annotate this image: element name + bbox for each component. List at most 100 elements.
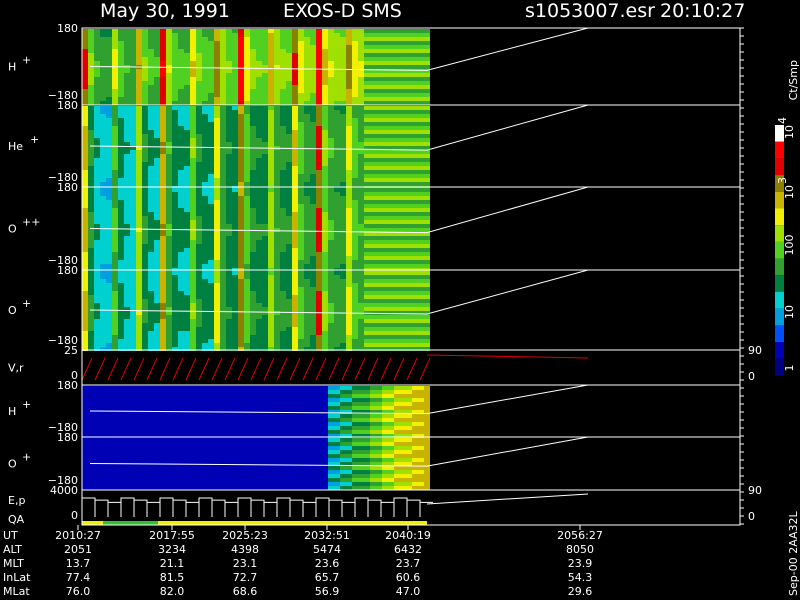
spectrogram-cell [118, 335, 124, 339]
spectrogram-cell [244, 216, 250, 220]
spectrogram-cell [190, 386, 196, 390]
spectrogram-cell [334, 204, 340, 208]
spectrogram-cell [232, 240, 238, 244]
spectrogram-cell [280, 303, 286, 307]
spectrogram-cell [172, 264, 178, 268]
spectrogram-cell [184, 264, 190, 268]
spectrogram-cell [82, 130, 88, 134]
spectrogram-cell [304, 53, 310, 57]
spectrogram-cell [184, 89, 190, 93]
spectrogram-cell [178, 142, 184, 146]
spectrogram-cell [208, 122, 214, 126]
spectrogram-cell [382, 204, 388, 208]
spectrogram-cell [310, 295, 316, 299]
spectrogram-cell [328, 264, 334, 268]
spectrogram-cell [184, 398, 190, 402]
spectrogram-cell [160, 339, 166, 343]
spectrogram-cell [394, 339, 400, 343]
spectrogram-cell [112, 434, 118, 438]
spectrogram-cell [82, 65, 88, 69]
spectrogram-cell [220, 212, 226, 216]
spectrogram-cell [322, 295, 328, 299]
spectrogram-cell [166, 192, 172, 196]
spectrogram-cell [406, 232, 412, 236]
spectrogram-cell [268, 196, 274, 200]
spectrogram-cell [238, 248, 244, 252]
spectrogram-cell [400, 49, 406, 53]
spectrogram-cell [322, 122, 328, 126]
spectrogram-cell [172, 303, 178, 307]
spectrogram-cell [184, 130, 190, 134]
spectrogram-cell [136, 271, 142, 275]
spectrogram-cell [178, 414, 184, 418]
spectrogram-cell [124, 33, 130, 37]
spectrogram-cell [304, 114, 310, 118]
spectrogram-cell [100, 275, 106, 279]
spectrogram-cell [358, 295, 364, 299]
spectrogram-cell [262, 162, 268, 166]
spectrogram-cell [340, 166, 346, 170]
spectrogram-cell [112, 394, 118, 398]
spectrogram-cell [352, 264, 358, 268]
spectrogram-cell [220, 295, 226, 299]
spectrogram-cell [136, 200, 142, 204]
spectrogram-cell [334, 244, 340, 248]
spectrogram-cell [268, 279, 274, 283]
spectrogram-cell [208, 291, 214, 295]
spectrogram-cell [196, 142, 202, 146]
spectrogram-cell [406, 307, 412, 311]
spectrogram-cell [172, 347, 178, 351]
spectrogram-cell [124, 41, 130, 45]
spectrogram-cell [328, 45, 334, 49]
spectrogram-cell [100, 89, 106, 93]
spectrogram-cell [358, 142, 364, 146]
spectrogram-cell [184, 422, 190, 426]
spectrogram-cell [244, 170, 250, 174]
spectrogram-cell [370, 212, 376, 216]
spectrogram-cell [148, 77, 154, 81]
spectrogram-cell [256, 200, 262, 204]
spectrogram-cell [172, 236, 178, 240]
spectrogram-cell [412, 150, 418, 154]
spectrogram-cell [346, 89, 352, 93]
spectrogram-cell [160, 188, 166, 192]
spectrogram-cell [94, 240, 100, 244]
spectrogram-cell [214, 29, 220, 33]
spectrogram-cell [268, 150, 274, 154]
spectrogram-cell [298, 130, 304, 134]
spectrogram-cell [412, 335, 418, 339]
spectrogram-cell [310, 106, 316, 110]
spectrogram-cell [154, 339, 160, 343]
spectrogram-cell [208, 347, 214, 351]
spectrogram-cell [202, 101, 208, 105]
spectrogram-cell [118, 236, 124, 240]
spectrogram-cell [316, 200, 322, 204]
spectrogram-cell [274, 89, 280, 93]
spectrogram-cell [184, 166, 190, 170]
spectrogram-cell [370, 299, 376, 303]
spectrogram-cell [322, 81, 328, 85]
spectrogram-cell [400, 33, 406, 37]
spectrogram-cell [220, 240, 226, 244]
spectrogram-cell [166, 386, 172, 390]
spectrogram-cell [148, 196, 154, 200]
spectrogram-cell [304, 166, 310, 170]
spectrogram-cell [142, 315, 148, 319]
spectrogram-cell [328, 220, 334, 224]
spectrogram-cell [328, 69, 334, 73]
spectrogram-cell [382, 150, 388, 154]
spectrogram-cell [418, 97, 424, 101]
spectrogram-cell [376, 134, 382, 138]
spectrogram-cell [136, 170, 142, 174]
spectrogram-cell [358, 335, 364, 339]
spectrogram-cell [250, 85, 256, 89]
spectrogram-cell [322, 192, 328, 196]
spectrogram-cell [268, 295, 274, 299]
spectrogram-cell [244, 85, 250, 89]
spectrogram-cell [304, 216, 310, 220]
spectrogram-cell [226, 57, 232, 61]
spectrogram-cell [94, 303, 100, 307]
spectrogram-cell [178, 134, 184, 138]
spectrogram-cell [130, 331, 136, 335]
spectrogram-cell [166, 170, 172, 174]
